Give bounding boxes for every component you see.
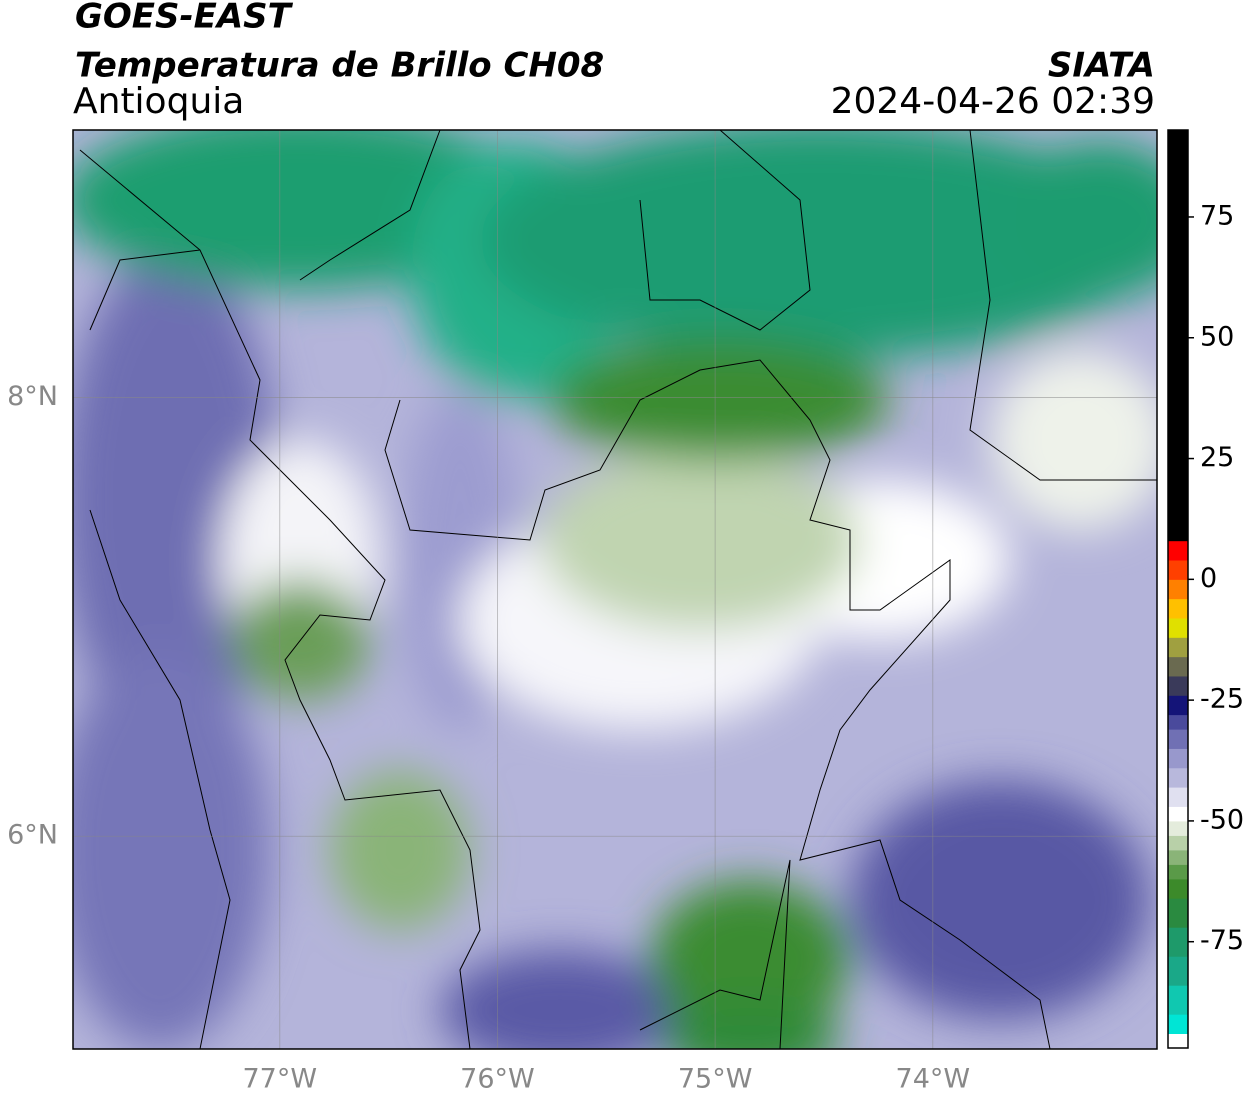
colorbar-tick-label: -50 [1200,804,1244,835]
colorbar-segment [1168,1033,1188,1049]
y-tick-label: 6°N [7,820,58,851]
x-tick-label: 77°W [243,1064,318,1095]
region-label: Antioquia [73,81,244,122]
borders [79,130,1157,1049]
colorbar-tick-label: 0 [1200,563,1217,594]
colorbar-tick-label: 25 [1200,442,1234,473]
x-tick-label: 75°W [678,1064,753,1095]
colorbar-segment [1168,1014,1188,1035]
colorbar [1168,130,1188,1049]
colorbar-tick-label: 50 [1200,321,1234,352]
colorbar-segment [1168,864,1188,880]
colorbar-segment [1168,748,1188,769]
satellite-image [73,130,1157,1049]
colorbar-segment [1168,656,1188,677]
colorbar-segment [1168,130,1188,542]
colorbar-segment [1168,985,1188,1015]
datetime-label: 2024-04-26 02:39 [831,81,1155,122]
map-frame [72,129,1158,1050]
colorbar-tick-label: -75 [1200,925,1244,956]
y-tick-label: 8°N [7,381,58,412]
colorbar-segment [1168,820,1188,836]
colorbar-segment [1168,849,1188,865]
colorbar-segment [1168,927,1188,957]
colorbar-segment [1168,598,1188,619]
colorbar-segment [1168,560,1188,580]
x-tick-label: 76°W [460,1064,535,1095]
colorbar-tick-label: -25 [1200,684,1244,715]
colorbar-segment [1168,878,1188,899]
colorbar-segment [1168,729,1188,749]
colorbar-segment [1168,806,1188,822]
colorbar-segment [1168,956,1188,986]
colorbar-segment [1168,787,1188,807]
cloud-field [73,130,1157,1049]
colorbar-segment [1168,540,1188,561]
colorbar-frame [1167,129,1189,1049]
colorbar-segment [1168,675,1188,696]
colorbar-segment [1168,617,1188,638]
colorbar-segment [1168,767,1188,788]
colorbar-segment [1168,579,1188,600]
product-title: Temperatura de Brillo CH08 [75,46,604,86]
colorbar-segment [1168,695,1188,716]
colorbar-segment [1168,835,1188,851]
colorbar-segment [1168,898,1188,928]
colorbar-tick-label: 75 [1200,200,1234,231]
colorbar-segment [1168,637,1188,658]
satellite-title: GOES-EAST [75,0,294,37]
source-label: SIATA [1048,46,1155,86]
grid [73,130,1157,1049]
x-tick-label: 74°W [896,1064,971,1095]
colorbar-segment [1168,714,1188,730]
